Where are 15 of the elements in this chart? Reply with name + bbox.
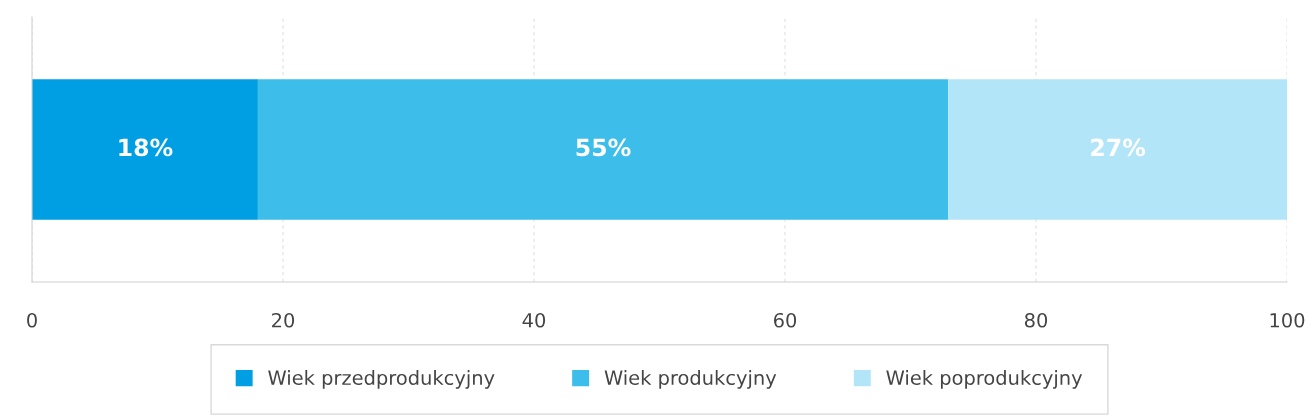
legend-label: Wiek produkcyjny (604, 370, 777, 389)
x-tick-label: 60 (773, 312, 797, 328)
x-tick-label: 80 (1024, 312, 1048, 328)
data-label: 18% (119, 138, 173, 157)
x-tick-label: 100 (1270, 312, 1305, 328)
data-label: 55% (576, 138, 631, 157)
legend-label: Wiek przedprodukcyjny (268, 370, 495, 389)
data-label: 27% (1091, 138, 1146, 157)
bar (32, 79, 258, 220)
x-tick-label: 40 (522, 312, 546, 328)
x-tick-label: 20 (272, 312, 295, 328)
bar (257, 79, 949, 220)
legend-label: Wiek poprodukcyjny (886, 370, 1083, 389)
x-tick-label: 0 (27, 312, 37, 328)
bar (948, 79, 1287, 220)
